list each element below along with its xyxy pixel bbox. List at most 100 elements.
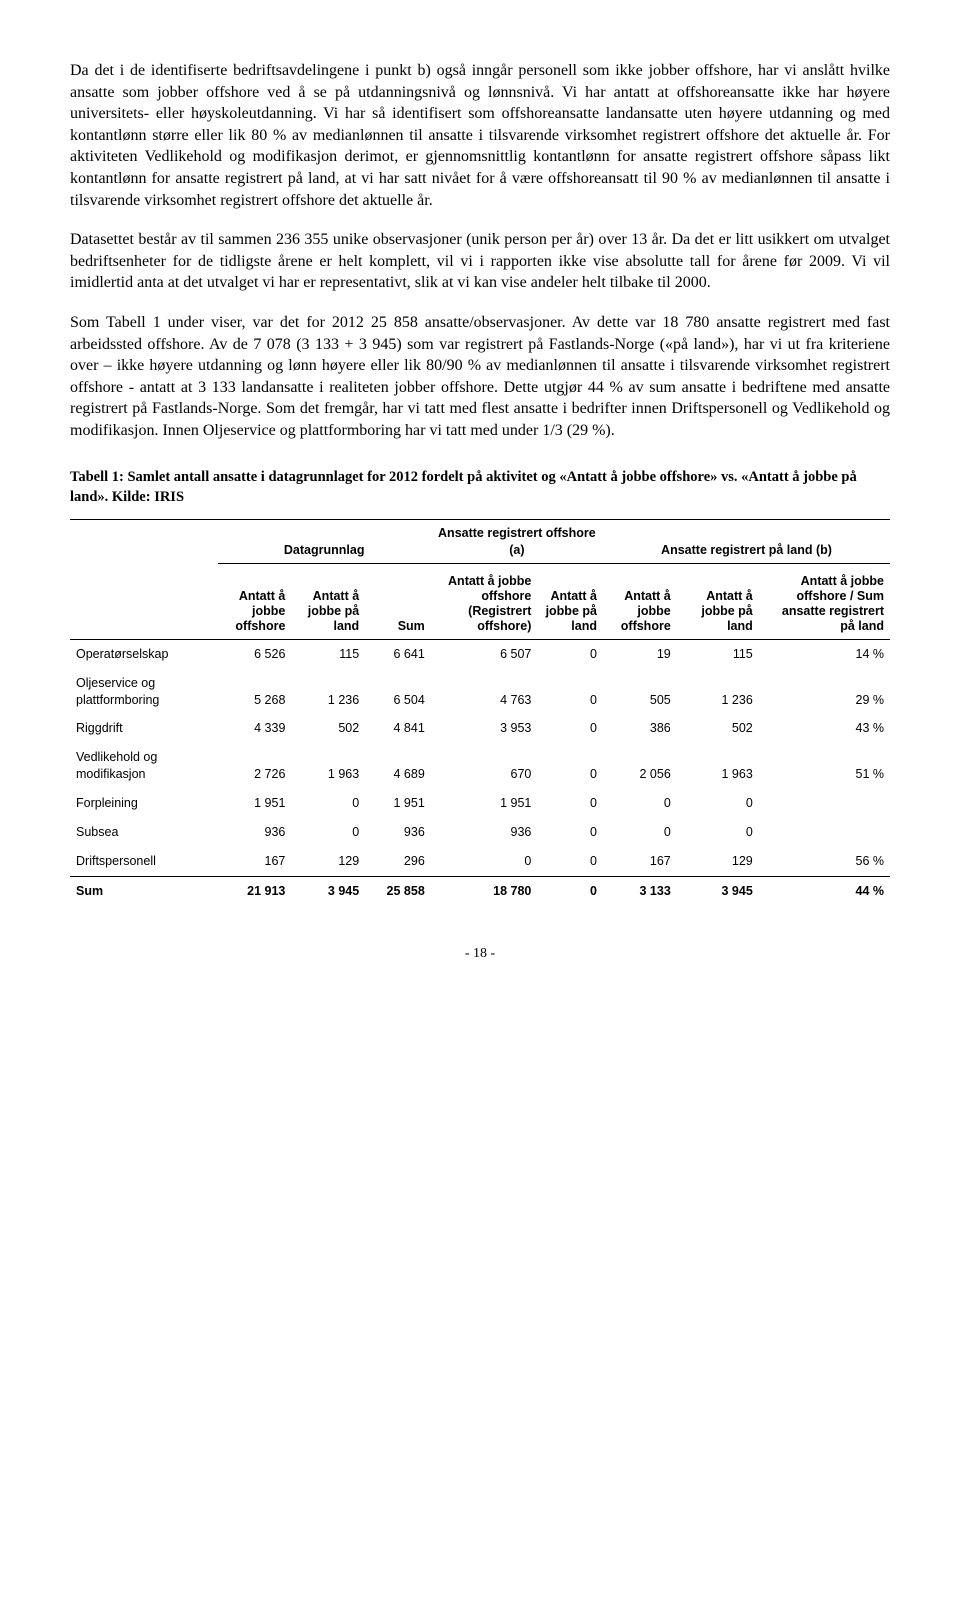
cell <box>759 789 890 818</box>
cell: 0 <box>603 818 677 847</box>
cell: 167 <box>603 847 677 876</box>
cell: 0 <box>431 847 538 876</box>
col-header-2: Antatt å jobbe på land <box>291 563 365 639</box>
col-header-5: Antatt å jobbe på land <box>537 563 603 639</box>
cell: 936 <box>431 818 538 847</box>
table-body: Operatørselskap6 5261156 6416 5070191151… <box>70 639 890 904</box>
cell: 0 <box>291 789 365 818</box>
cell: 0 <box>537 789 603 818</box>
cell: 1 963 <box>291 743 365 789</box>
table-row: Subsea9360936936000 <box>70 818 890 847</box>
row-label: Sum <box>70 876 218 904</box>
cell <box>759 818 890 847</box>
col-header-8: Antatt å jobbe offshore / Sum ansatte re… <box>759 563 890 639</box>
cell: 2 726 <box>218 743 292 789</box>
cell: 3 945 <box>291 876 365 904</box>
col-header-3: Sum <box>365 563 431 639</box>
cell: 167 <box>218 847 292 876</box>
cell: 129 <box>677 847 759 876</box>
cell: 505 <box>603 669 677 715</box>
cell: 1 236 <box>291 669 365 715</box>
cell: 115 <box>291 639 365 668</box>
cell: 5 268 <box>218 669 292 715</box>
cell: 29 % <box>759 669 890 715</box>
paragraph-3: Som Tabell 1 under viser, var det for 20… <box>70 312 890 442</box>
cell: 6 504 <box>365 669 431 715</box>
group-header-offshore: Ansatte registrert offshore (a) <box>431 520 603 564</box>
cell: 1 951 <box>431 789 538 818</box>
table-caption: Tabell 1: Samlet antall ansatte i datagr… <box>70 467 890 508</box>
cell: 936 <box>218 818 292 847</box>
data-table: Datagrunnlag Ansatte registrert offshore… <box>70 519 890 905</box>
cell: 129 <box>291 847 365 876</box>
cell: 502 <box>677 714 759 743</box>
cell: 43 % <box>759 714 890 743</box>
cell: 0 <box>537 714 603 743</box>
cell: 3 953 <box>431 714 538 743</box>
cell: 56 % <box>759 847 890 876</box>
cell: 1 236 <box>677 669 759 715</box>
cell: 4 841 <box>365 714 431 743</box>
cell: 6 641 <box>365 639 431 668</box>
group-header-datagrunnlag: Datagrunnlag <box>218 520 431 564</box>
cell: 0 <box>537 818 603 847</box>
cell: 4 689 <box>365 743 431 789</box>
col-header-4: Antatt å jobbe offshore (Registrert offs… <box>431 563 538 639</box>
table-row-sum: Sum21 9133 94525 85818 78003 1333 94544 … <box>70 876 890 904</box>
cell: 1 963 <box>677 743 759 789</box>
cell: 1 951 <box>365 789 431 818</box>
row-label: Operatørselskap <box>70 639 218 668</box>
col-header-7: Antatt å jobbe på land <box>677 563 759 639</box>
row-label: Forpleining <box>70 789 218 818</box>
cell: 386 <box>603 714 677 743</box>
group-header-land: Ansatte registrert på land (b) <box>603 520 890 564</box>
cell: 25 858 <box>365 876 431 904</box>
cell: 0 <box>537 669 603 715</box>
paragraph-2: Datasettet består av til sammen 236 355 … <box>70 229 890 294</box>
cell: 19 <box>603 639 677 668</box>
row-label: Oljeservice og plattformboring <box>70 669 218 715</box>
table-row: Vedlikehold og modifikasjon2 7261 9634 6… <box>70 743 890 789</box>
cell: 936 <box>365 818 431 847</box>
row-label: Vedlikehold og modifikasjon <box>70 743 218 789</box>
cell: 502 <box>291 714 365 743</box>
cell: 6 526 <box>218 639 292 668</box>
row-label: Driftspersonell <box>70 847 218 876</box>
cell: 4 339 <box>218 714 292 743</box>
col-header-blank <box>70 563 218 639</box>
cell: 0 <box>537 876 603 904</box>
cell: 0 <box>677 818 759 847</box>
cell: 670 <box>431 743 538 789</box>
cell: 44 % <box>759 876 890 904</box>
table-row: Operatørselskap6 5261156 6416 5070191151… <box>70 639 890 668</box>
col-header-6: Antatt å jobbe offshore <box>603 563 677 639</box>
cell: 3 133 <box>603 876 677 904</box>
table-row: Forpleining1 95101 9511 951000 <box>70 789 890 818</box>
cell: 115 <box>677 639 759 668</box>
cell: 51 % <box>759 743 890 789</box>
header-blank <box>70 520 218 564</box>
cell: 0 <box>537 743 603 789</box>
row-label: Subsea <box>70 818 218 847</box>
table-row: Driftspersonell1671292960016712956 % <box>70 847 890 876</box>
cell: 6 507 <box>431 639 538 668</box>
cell: 296 <box>365 847 431 876</box>
col-header-1: Antatt å jobbe offshore <box>218 563 292 639</box>
table-row: Riggdrift4 3395024 8413 953038650243 % <box>70 714 890 743</box>
cell: 14 % <box>759 639 890 668</box>
cell: 18 780 <box>431 876 538 904</box>
cell: 0 <box>677 789 759 818</box>
cell: 0 <box>537 639 603 668</box>
table-row: Oljeservice og plattformboring5 2681 236… <box>70 669 890 715</box>
paragraph-1: Da det i de identifiserte bedriftsavdeli… <box>70 60 890 211</box>
cell: 0 <box>537 847 603 876</box>
cell: 4 763 <box>431 669 538 715</box>
cell: 2 056 <box>603 743 677 789</box>
cell: 21 913 <box>218 876 292 904</box>
page-number: - 18 - <box>70 945 890 964</box>
cell: 0 <box>291 818 365 847</box>
cell: 1 951 <box>218 789 292 818</box>
row-label: Riggdrift <box>70 714 218 743</box>
cell: 3 945 <box>677 876 759 904</box>
cell: 0 <box>603 789 677 818</box>
